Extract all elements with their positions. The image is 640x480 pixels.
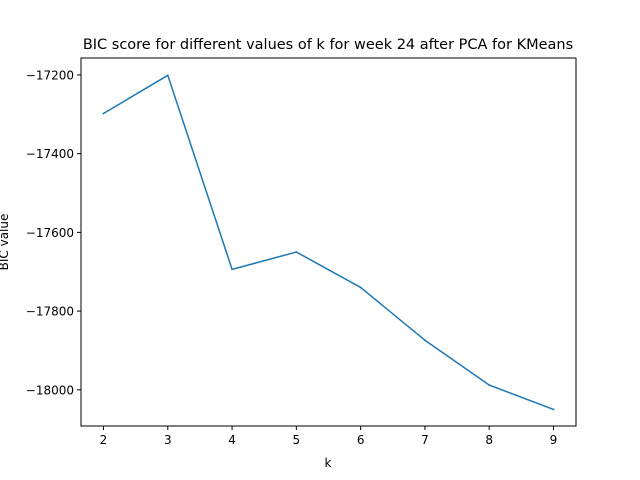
data-point (231, 268, 233, 271)
y-axis: −17200 −17400 −17600 −17800 −18000 (26, 68, 81, 397)
x-tick-label: 2 (100, 433, 108, 447)
x-tick-label: 7 (421, 433, 429, 447)
x-tick-label: 8 (485, 433, 493, 447)
x-tick-label: 5 (293, 433, 301, 447)
x-axis-label: k (325, 456, 332, 470)
chart-title: BIC score for different values of k for … (83, 37, 573, 53)
x-tick-label: 6 (357, 433, 365, 447)
data-point (166, 74, 169, 77)
data-point (424, 339, 426, 342)
y-tick-label: −18000 (26, 383, 74, 397)
y-tick-label: −17800 (26, 305, 74, 319)
x-tick-label: 3 (164, 433, 172, 447)
data-point (102, 112, 105, 115)
x-tick-label: 4 (228, 433, 236, 447)
data-point (359, 286, 362, 289)
x-axis: 2 3 4 5 6 7 8 9 (100, 426, 558, 447)
series-layer (102, 74, 555, 411)
data-point (488, 384, 491, 386)
data-point (552, 408, 555, 411)
y-tick-label: −17600 (26, 226, 74, 240)
series-line (102, 74, 555, 411)
plot-area (80, 57, 577, 427)
x-tick-label: 9 (550, 433, 558, 447)
y-tick-label: −17400 (26, 147, 74, 161)
y-tick-label: −17200 (26, 68, 74, 82)
data-point (295, 251, 298, 253)
y-axis-label: BIC value (0, 214, 11, 271)
